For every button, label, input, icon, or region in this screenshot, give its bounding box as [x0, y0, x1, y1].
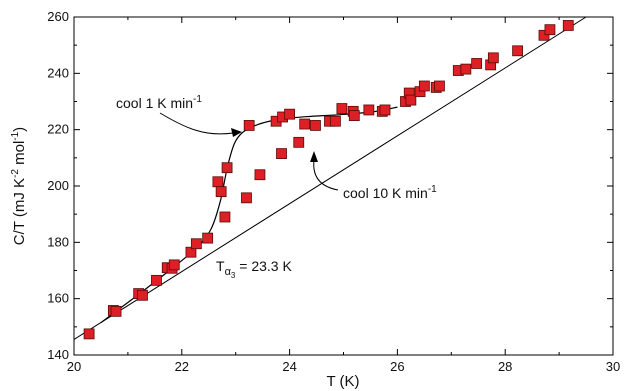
annotation-arrows [159, 112, 339, 191]
cool-10-arrow-line [313, 159, 339, 191]
data-point [336, 103, 348, 114]
annotation-t-alpha-index: 3 [231, 271, 236, 280]
annotation-t-value: = 23.3 K [235, 258, 292, 274]
y-axis-label-main: C/T (mJ K [11, 178, 28, 245]
data-point [363, 104, 375, 116]
y-axis-label-mid: mol [11, 141, 28, 169]
x-tick-label: 26 [390, 359, 404, 374]
data-point [190, 238, 202, 250]
y-tick-label: 140 [47, 347, 69, 362]
data-point [110, 305, 122, 317]
y-axis-ticks: 140 160 180 200 220 240 260 [47, 9, 613, 362]
annotation-cool-1-text: cool 1 K min [116, 95, 193, 111]
y-axis-label-end: ) [11, 127, 28, 132]
y-tick-label: 160 [47, 291, 69, 306]
y-tick-label: 200 [47, 178, 69, 193]
annotation-transition-temp: Tα3 = 23.3 K [216, 258, 292, 280]
data-point [379, 104, 391, 116]
data-point [460, 63, 472, 75]
annotation-cool-10-sup: -1 [428, 184, 437, 195]
data-point [83, 328, 95, 340]
cool-1-arrow-line [159, 112, 234, 135]
data-point [168, 259, 180, 271]
data-point [293, 136, 305, 148]
data-point [219, 211, 231, 223]
y-tick-label: 220 [47, 122, 69, 137]
data-point [254, 169, 266, 181]
x-axis-ticks: 20 22 24 26 28 30 [67, 17, 620, 374]
x-tick-label: 22 [175, 359, 189, 374]
y-tick-label: 240 [47, 65, 69, 80]
data-point [562, 20, 574, 31]
annotation-t-alpha: α [225, 266, 232, 278]
data-point [544, 24, 556, 36]
annotation-t-symbol: T [216, 258, 225, 274]
x-axis-label: T (K) [326, 373, 359, 390]
annotation-cool-10: cool 10 K min-1 [343, 184, 437, 201]
data-point [299, 118, 311, 130]
cool-10-arrowhead [310, 151, 318, 162]
data-point [284, 108, 296, 120]
data-point [487, 52, 499, 64]
x-tick-label: 28 [498, 359, 512, 374]
x-tick-label: 30 [606, 359, 620, 374]
cool-1-arrowhead [231, 128, 242, 137]
data-point [434, 80, 445, 92]
data-point [212, 176, 224, 188]
linear-fit-line [74, 17, 587, 340]
x-tick-label: 20 [67, 359, 81, 374]
data-point [348, 110, 360, 121]
data-point [538, 29, 550, 41]
data-point [276, 148, 287, 160]
data-point [221, 162, 233, 174]
annotation-cool-10-text: cool 10 K min [343, 185, 428, 201]
data-point [243, 120, 255, 131]
y-tick-label: 180 [47, 234, 69, 249]
y-axis-label: C/T (mJ K-2 mol-1) [10, 127, 28, 245]
data-point [405, 94, 417, 106]
data-point [330, 115, 341, 127]
data-point [202, 232, 214, 244]
data-point [310, 120, 321, 131]
data-point [137, 289, 148, 301]
data-point [512, 45, 523, 57]
data-point [151, 274, 162, 286]
data-point [471, 58, 483, 69]
x-tick-label: 24 [282, 359, 296, 374]
annotation-cool-1-sup: -1 [193, 94, 202, 105]
data-point [241, 192, 252, 204]
data-points [83, 20, 574, 340]
fit-line-group [74, 17, 587, 340]
y-tick-label: 260 [47, 9, 69, 24]
y-axis-label-sup2: -1 [10, 131, 21, 140]
annotation-cool-1: cool 1 K min-1 [116, 94, 202, 111]
data-point [215, 186, 227, 198]
data-point [418, 80, 430, 92]
y-axis-label-sup1: -2 [10, 169, 21, 178]
